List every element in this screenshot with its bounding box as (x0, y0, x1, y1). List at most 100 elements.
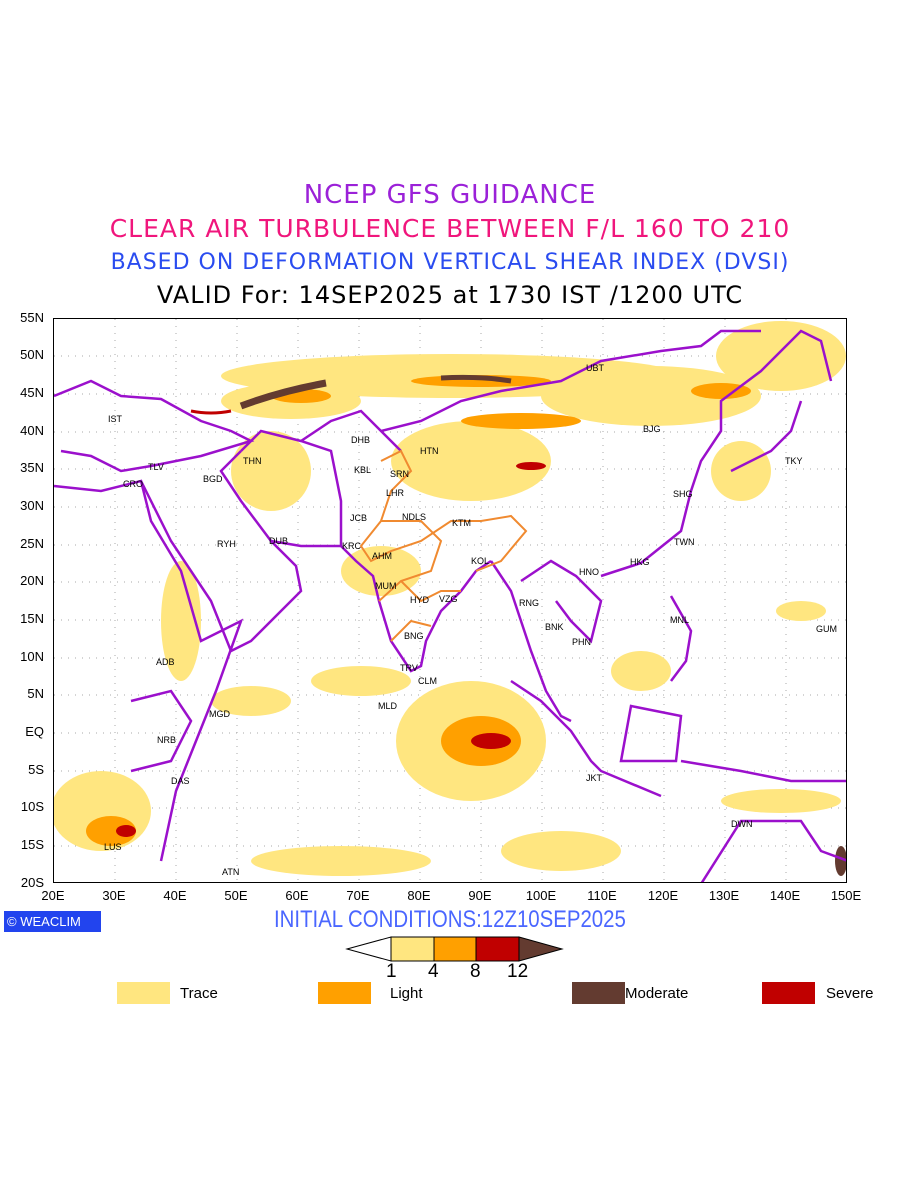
city-label: DAS (171, 776, 190, 786)
city-label: NRB (157, 735, 177, 745)
colorbar-4-8 (433, 936, 477, 962)
city-label: UBT (586, 363, 604, 373)
initial-conditions: INITIAL CONDITIONS:12Z10SEP2025 (274, 906, 626, 933)
lat-label: 45N (20, 385, 44, 400)
lon-label: 130E (708, 888, 740, 903)
legend-label-trace: Trace (180, 985, 218, 1002)
lon-label: 100E (525, 888, 557, 903)
title-method: BASED ON DEFORMATION VERTICAL SHEAR INDE… (110, 250, 790, 275)
legend-label-light: Light (390, 985, 423, 1002)
legend-label-moderate: Moderate (625, 985, 689, 1002)
lon-label: 120E (647, 888, 679, 903)
title-guidance: NCEP GFS GUIDANCE (303, 180, 597, 210)
city-label: HTN (420, 446, 439, 456)
lat-label: 15N (20, 611, 44, 626)
turbulence-map: IST TLV CRO BGD THN RYH DUB DHB KBL SRN … (53, 318, 847, 883)
lat-label: 15S (20, 837, 44, 852)
legend-swatch-trace (117, 982, 170, 1004)
lat-label: 50N (20, 347, 44, 362)
weaclim-badge: © WEACLIM (4, 911, 101, 932)
lat-label: 25N (20, 536, 44, 551)
city-label: RNG (519, 598, 539, 608)
city-label: MGD (209, 709, 230, 719)
city-label: NDLS (402, 512, 427, 522)
lon-label: 140E (769, 888, 801, 903)
city-label: THN (243, 456, 262, 466)
city-label: DHB (351, 435, 371, 445)
city-label: MNL (670, 615, 690, 625)
country-borders (54, 329, 846, 882)
lat-label: 55N (20, 310, 44, 325)
lat-label: 5N (27, 686, 44, 701)
city-label: TKY (785, 456, 803, 466)
city-label: MUM (375, 581, 397, 591)
city-label: RYH (217, 539, 236, 549)
city-label: HNO (579, 567, 599, 577)
lon-label: 90E (468, 888, 492, 903)
city-label: DUB (269, 536, 289, 546)
city-label: SRN (390, 469, 410, 479)
city-label: KBL (354, 465, 372, 475)
city-label: BNG (404, 631, 424, 641)
colorbar-tick: 8 (470, 961, 481, 982)
moderate-severe-areas (116, 374, 846, 876)
city-label: PHN (572, 637, 592, 647)
lon-label: 40E (163, 888, 187, 903)
city-label: KOL (471, 556, 490, 566)
city-label: TLV (148, 462, 164, 472)
title-valid-time: VALID For: 14SEP2025 at 1730 IST /1200 U… (156, 281, 744, 309)
lat-label: EQ (25, 724, 44, 739)
city-label: TWN (674, 537, 695, 547)
city-label: TRV (400, 663, 418, 673)
lat-label: 35N (20, 460, 44, 475)
lat-label: 20N (20, 573, 44, 588)
lat-label: 20S (20, 875, 44, 890)
city-label: LUS (104, 842, 122, 852)
city-label: CLM (418, 676, 438, 686)
city-label: JKT (586, 773, 603, 783)
city-label: GUM (816, 624, 837, 634)
city-label: IST (108, 414, 123, 424)
colorbar-above-12 (518, 936, 564, 962)
colorbar-tick: 12 (507, 961, 529, 982)
city-label: KRC (342, 541, 362, 551)
city-label: DWN (731, 819, 753, 829)
city-label: KTM (452, 518, 471, 528)
city-label: VZG (439, 594, 458, 604)
city-label: CRO (123, 479, 143, 489)
lon-label: 110E (587, 888, 617, 903)
city-label: MLD (378, 701, 398, 711)
lon-label: 80E (407, 888, 431, 903)
lon-label: 50E (224, 888, 248, 903)
legend-swatch-severe (762, 982, 815, 1004)
city-label: HYD (410, 595, 430, 605)
colorbar-8-12 (475, 936, 520, 962)
lon-label: 20E (41, 888, 65, 903)
copyright-icon: © (7, 914, 17, 929)
lat-label: 40N (20, 423, 44, 438)
colorbar-below-1 (345, 936, 392, 962)
city-label: AHM (372, 551, 392, 561)
lon-label: 70E (346, 888, 370, 903)
colorbar-tick: 1 (386, 961, 397, 982)
colorbar (345, 936, 564, 962)
city-label: SHG (673, 489, 693, 499)
map-svg (54, 319, 846, 882)
city-label: HKG (630, 557, 650, 567)
lat-label: 5S (28, 762, 44, 777)
legend-swatch-moderate (572, 982, 625, 1004)
title-product: CLEAR AIR TURBULENCE BETWEEN F/L 160 TO … (109, 214, 791, 243)
city-label: ATN (222, 867, 240, 877)
legend-label-severe: Severe (826, 985, 874, 1002)
legend-swatch-light (318, 982, 371, 1004)
city-label: BNK (545, 622, 564, 632)
badge-label: WEACLIM (20, 914, 81, 929)
lat-label: 10N (20, 649, 44, 664)
lon-label: 30E (102, 888, 126, 903)
colorbar-tick: 4 (428, 961, 439, 982)
city-label: BGD (203, 474, 223, 484)
india-state-borders (359, 449, 528, 642)
city-label: JCB (350, 513, 368, 523)
city-label: LHR (386, 488, 405, 498)
